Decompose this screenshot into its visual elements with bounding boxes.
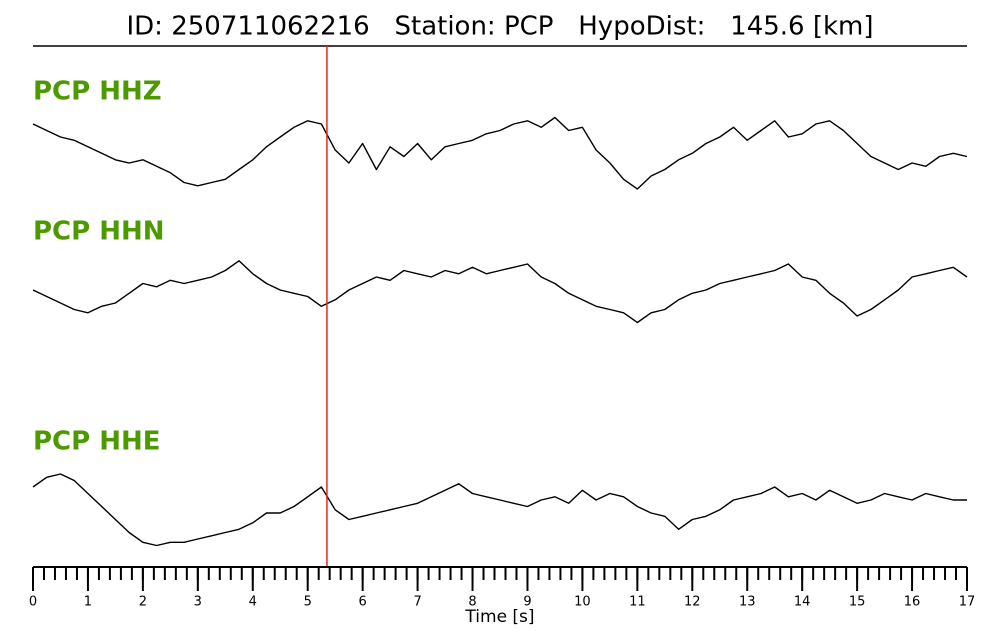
x-tick-label: 16 <box>904 595 921 610</box>
x-tick-label: 8 <box>468 595 476 610</box>
x-tick-label: 1 <box>84 595 92 610</box>
x-tick-label: 11 <box>629 595 646 610</box>
x-tick-label: 2 <box>139 595 147 610</box>
x-tick-label: 12 <box>684 595 701 610</box>
x-tick-label: 13 <box>739 595 756 610</box>
chart-title: ID: 250711062216 Station: PCP HypoDist: … <box>126 12 873 42</box>
trace <box>32 260 968 324</box>
x-tick-label: 4 <box>249 595 257 610</box>
x-tick-label: 6 <box>359 595 367 610</box>
x-tick-label: 10 <box>574 595 591 610</box>
trace <box>32 116 968 190</box>
x-tick-label: 17 <box>959 595 976 610</box>
trace-label: PCP HHZ <box>33 77 162 107</box>
x-axis-label: Time [s] <box>464 607 534 627</box>
x-tick-label: 14 <box>794 595 811 610</box>
x-tick-label: 15 <box>849 595 866 610</box>
x-tick-label: 0 <box>29 595 37 610</box>
x-tick-label: 5 <box>304 595 312 610</box>
trace <box>32 473 967 547</box>
trace-label: PCP HHN <box>33 217 165 247</box>
x-tick-label: 7 <box>413 595 421 610</box>
x-tick-label: 9 <box>523 595 531 610</box>
trace-label: PCP HHE <box>33 427 161 457</box>
x-tick-label: 3 <box>194 595 202 610</box>
